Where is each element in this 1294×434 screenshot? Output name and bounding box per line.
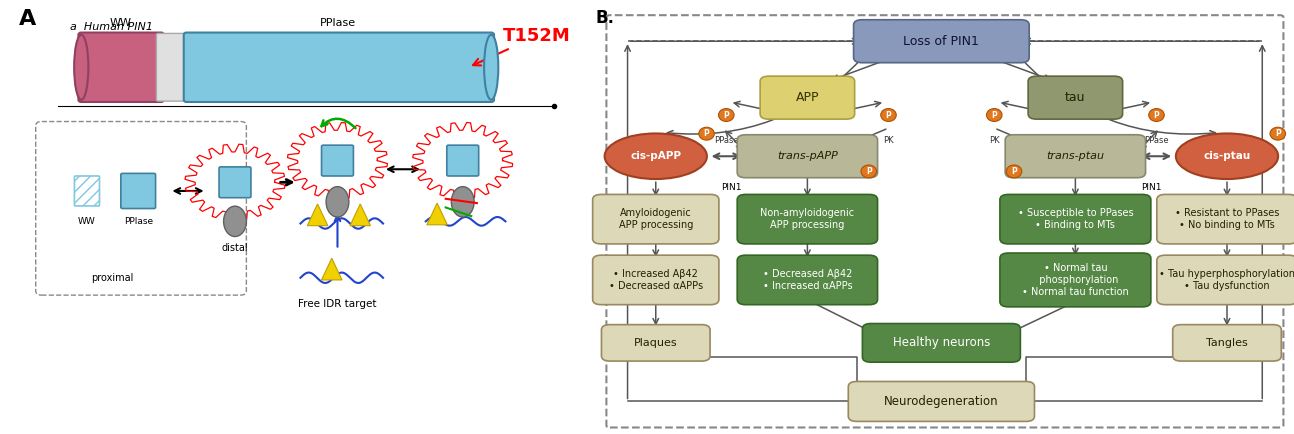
FancyBboxPatch shape xyxy=(157,33,192,101)
Text: Healthy neurons: Healthy neurons xyxy=(893,336,990,349)
FancyBboxPatch shape xyxy=(1029,76,1123,119)
Text: Free IDR target: Free IDR target xyxy=(298,299,377,309)
FancyBboxPatch shape xyxy=(120,173,155,209)
Text: Loss of PIN1: Loss of PIN1 xyxy=(903,35,980,48)
FancyBboxPatch shape xyxy=(1172,325,1281,361)
Text: proximal: proximal xyxy=(92,273,133,283)
FancyBboxPatch shape xyxy=(738,135,877,178)
Text: PPlase: PPlase xyxy=(320,18,356,28)
FancyBboxPatch shape xyxy=(738,194,877,244)
Ellipse shape xyxy=(1269,127,1285,140)
FancyBboxPatch shape xyxy=(75,176,100,206)
Text: WW: WW xyxy=(78,217,96,226)
Text: PPlase: PPlase xyxy=(124,217,153,226)
Ellipse shape xyxy=(861,165,876,178)
FancyBboxPatch shape xyxy=(446,145,479,176)
FancyBboxPatch shape xyxy=(184,33,494,102)
Ellipse shape xyxy=(484,35,498,100)
FancyBboxPatch shape xyxy=(79,33,164,102)
Text: P: P xyxy=(991,111,998,119)
Text: trans-ptau: trans-ptau xyxy=(1047,151,1104,161)
Text: • Decreased Aβ42
• Increased αAPPs: • Decreased Aβ42 • Increased αAPPs xyxy=(762,269,853,291)
Text: a  Human PIN1: a Human PIN1 xyxy=(70,22,153,32)
Text: Non-amyloidogenic
APP processing: Non-amyloidogenic APP processing xyxy=(761,208,854,230)
Ellipse shape xyxy=(1149,108,1165,122)
Text: PPase: PPase xyxy=(714,136,739,145)
FancyBboxPatch shape xyxy=(849,381,1034,421)
Text: trans-pAPP: trans-pAPP xyxy=(776,151,837,161)
Ellipse shape xyxy=(452,187,474,217)
Ellipse shape xyxy=(699,127,714,140)
Text: Tangles: Tangles xyxy=(1206,338,1247,348)
Text: cis-ptau: cis-ptau xyxy=(1203,151,1250,161)
Ellipse shape xyxy=(1176,134,1278,179)
Text: • Increased Aβ42
• Decreased αAPPs: • Increased Aβ42 • Decreased αAPPs xyxy=(608,269,703,291)
Text: PK: PK xyxy=(989,136,999,145)
FancyBboxPatch shape xyxy=(593,194,719,244)
Ellipse shape xyxy=(74,35,88,100)
Text: PIN1: PIN1 xyxy=(721,183,741,192)
FancyBboxPatch shape xyxy=(1000,194,1150,244)
Ellipse shape xyxy=(881,108,897,122)
Text: WW: WW xyxy=(110,18,132,28)
Ellipse shape xyxy=(718,108,734,122)
FancyBboxPatch shape xyxy=(219,167,251,198)
FancyBboxPatch shape xyxy=(602,325,710,361)
FancyBboxPatch shape xyxy=(738,255,877,305)
Text: APP: APP xyxy=(796,91,819,104)
Ellipse shape xyxy=(986,108,1002,122)
Text: T152M: T152M xyxy=(474,27,571,66)
Text: cis-pAPP: cis-pAPP xyxy=(630,151,681,161)
Text: • Normal tau
  phosphorylation
• Normal tau function: • Normal tau phosphorylation • Normal ta… xyxy=(1022,263,1128,297)
Text: PK: PK xyxy=(884,136,894,145)
Text: B.: B. xyxy=(595,9,615,26)
Text: P: P xyxy=(723,111,729,119)
Polygon shape xyxy=(427,203,448,225)
Ellipse shape xyxy=(604,134,707,179)
Text: P: P xyxy=(1154,111,1159,119)
Text: P: P xyxy=(704,129,709,138)
Text: distal: distal xyxy=(221,243,248,253)
Text: P: P xyxy=(1275,129,1281,138)
Text: Neurodegeneration: Neurodegeneration xyxy=(884,395,999,408)
Text: • Resistant to PPases
• No binding to MTs: • Resistant to PPases • No binding to MT… xyxy=(1175,208,1280,230)
Polygon shape xyxy=(321,258,342,280)
FancyBboxPatch shape xyxy=(607,15,1284,427)
Text: Amyloidogenic
APP processing: Amyloidogenic APP processing xyxy=(619,208,694,230)
FancyBboxPatch shape xyxy=(1000,253,1150,307)
Text: • Tau hyperphosphorylation
• Tau dysfunction: • Tau hyperphosphorylation • Tau dysfunc… xyxy=(1159,269,1294,291)
FancyBboxPatch shape xyxy=(36,122,246,295)
Text: • Susceptible to PPases
• Binding to MTs: • Susceptible to PPases • Binding to MTs xyxy=(1017,208,1134,230)
Text: P: P xyxy=(866,167,872,176)
FancyBboxPatch shape xyxy=(1157,194,1294,244)
Polygon shape xyxy=(307,204,327,226)
Text: PIN1: PIN1 xyxy=(1141,183,1162,192)
Text: Plaques: Plaques xyxy=(634,338,678,348)
FancyBboxPatch shape xyxy=(1157,255,1294,305)
Text: P: P xyxy=(885,111,892,119)
Text: PPase: PPase xyxy=(1144,136,1168,145)
FancyBboxPatch shape xyxy=(862,324,1021,362)
Ellipse shape xyxy=(326,187,349,217)
Text: A: A xyxy=(18,9,36,29)
Ellipse shape xyxy=(224,206,246,237)
Polygon shape xyxy=(349,204,370,226)
FancyBboxPatch shape xyxy=(760,76,854,119)
Text: tau: tau xyxy=(1065,91,1086,104)
Ellipse shape xyxy=(1007,165,1022,178)
FancyBboxPatch shape xyxy=(1005,135,1145,178)
Text: P: P xyxy=(1011,167,1017,176)
FancyBboxPatch shape xyxy=(593,255,719,305)
FancyBboxPatch shape xyxy=(854,20,1029,62)
FancyBboxPatch shape xyxy=(321,145,353,176)
